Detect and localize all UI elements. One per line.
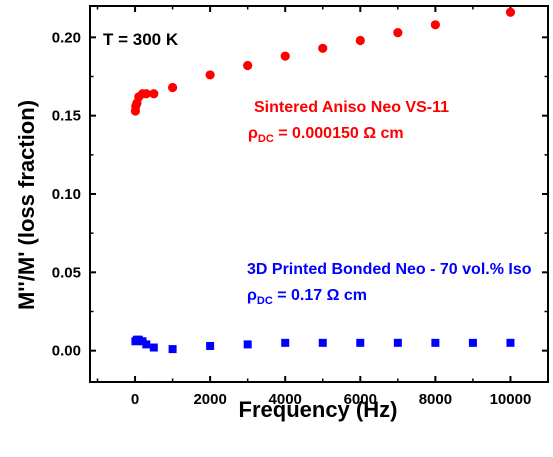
y-axis-title: M''/M' (loss fraction) — [14, 100, 39, 310]
series-2-point — [206, 341, 215, 350]
series-2-point — [468, 338, 477, 347]
x-tick-label: 4000 — [269, 391, 302, 408]
series-1-rho-value: = 0.000150 Ω cm — [274, 125, 404, 142]
series-1-point — [280, 51, 290, 61]
y-tick-label: 0.10 — [52, 186, 81, 203]
series-1-point — [505, 7, 516, 17]
series-1-point — [355, 35, 365, 46]
y-tick-label: 0.00 — [52, 343, 81, 360]
series-2-resistivity: ρDC = 0.17 Ω cm — [247, 287, 367, 307]
series-2-point — [281, 338, 290, 347]
series-2-point — [149, 343, 158, 352]
y-tick-label: 0.05 — [52, 264, 81, 281]
series-2-point — [318, 338, 327, 347]
x-tick-label: 8000 — [419, 391, 452, 408]
x-tick-label: 10000 — [490, 391, 532, 408]
data-marks — [130, 7, 516, 354]
x-tick-label: 6000 — [344, 391, 377, 408]
y-tick-label: 0.20 — [52, 29, 81, 46]
series-2-point — [243, 340, 252, 349]
axis-ticks — [90, 6, 549, 382]
temperature-label: T = 300 K — [103, 30, 179, 49]
series-2-rho-subscript: DC — [257, 295, 273, 307]
series-1-point — [318, 43, 328, 53]
plot-frame — [89, 5, 549, 383]
series-1-resistivity: ρDC = 0.000150 Ω cm — [248, 125, 404, 145]
series-1-point — [205, 70, 215, 80]
x-tick-label: 2000 — [193, 391, 226, 408]
x-tick-label: 0 — [131, 391, 139, 408]
series-2-rho-symbol: ρ — [247, 287, 257, 304]
axis-tick-labels: 0 2000 4000 6000 8000 10000 0.00 0.05 0.10 0.15 0.… — [52, 29, 532, 408]
series-2-point — [431, 338, 440, 347]
series-2-rho-value: = 0.17 Ω cm — [273, 287, 367, 304]
series-2-name: 3D Printed Bonded Neo - 70 vol.% Iso — [247, 261, 532, 278]
x-axis-title: Frequency (Hz) — [239, 397, 398, 422]
series-1-rho-subscript: DC — [258, 133, 274, 145]
series-1-points — [130, 7, 516, 116]
series-2-point — [142, 340, 151, 349]
series-2-point — [506, 338, 515, 347]
series-2-point — [393, 338, 402, 347]
series-1-name: Sintered Aniso Neo VS-11 — [254, 99, 449, 116]
series-1-point — [149, 89, 159, 99]
series-2-point — [356, 338, 365, 347]
series-2-point — [168, 345, 177, 354]
series-1-point — [141, 89, 151, 99]
series-1-rho-symbol: ρ — [248, 125, 258, 142]
series-1-point — [430, 20, 440, 30]
series-1-point — [167, 82, 178, 93]
series-2-points — [131, 335, 515, 354]
series-1-point — [243, 60, 253, 71]
series-1-point — [393, 28, 403, 38]
y-tick-label: 0.15 — [52, 108, 81, 125]
